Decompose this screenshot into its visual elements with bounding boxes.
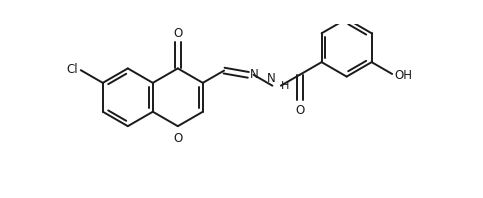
Text: N: N bbox=[267, 71, 275, 85]
Text: Cl: Cl bbox=[67, 63, 78, 76]
Text: O: O bbox=[173, 27, 183, 40]
Text: O: O bbox=[295, 104, 304, 117]
Text: O: O bbox=[173, 131, 183, 145]
Text: H: H bbox=[281, 81, 289, 91]
Text: OH: OH bbox=[394, 69, 412, 82]
Text: N: N bbox=[250, 68, 259, 81]
